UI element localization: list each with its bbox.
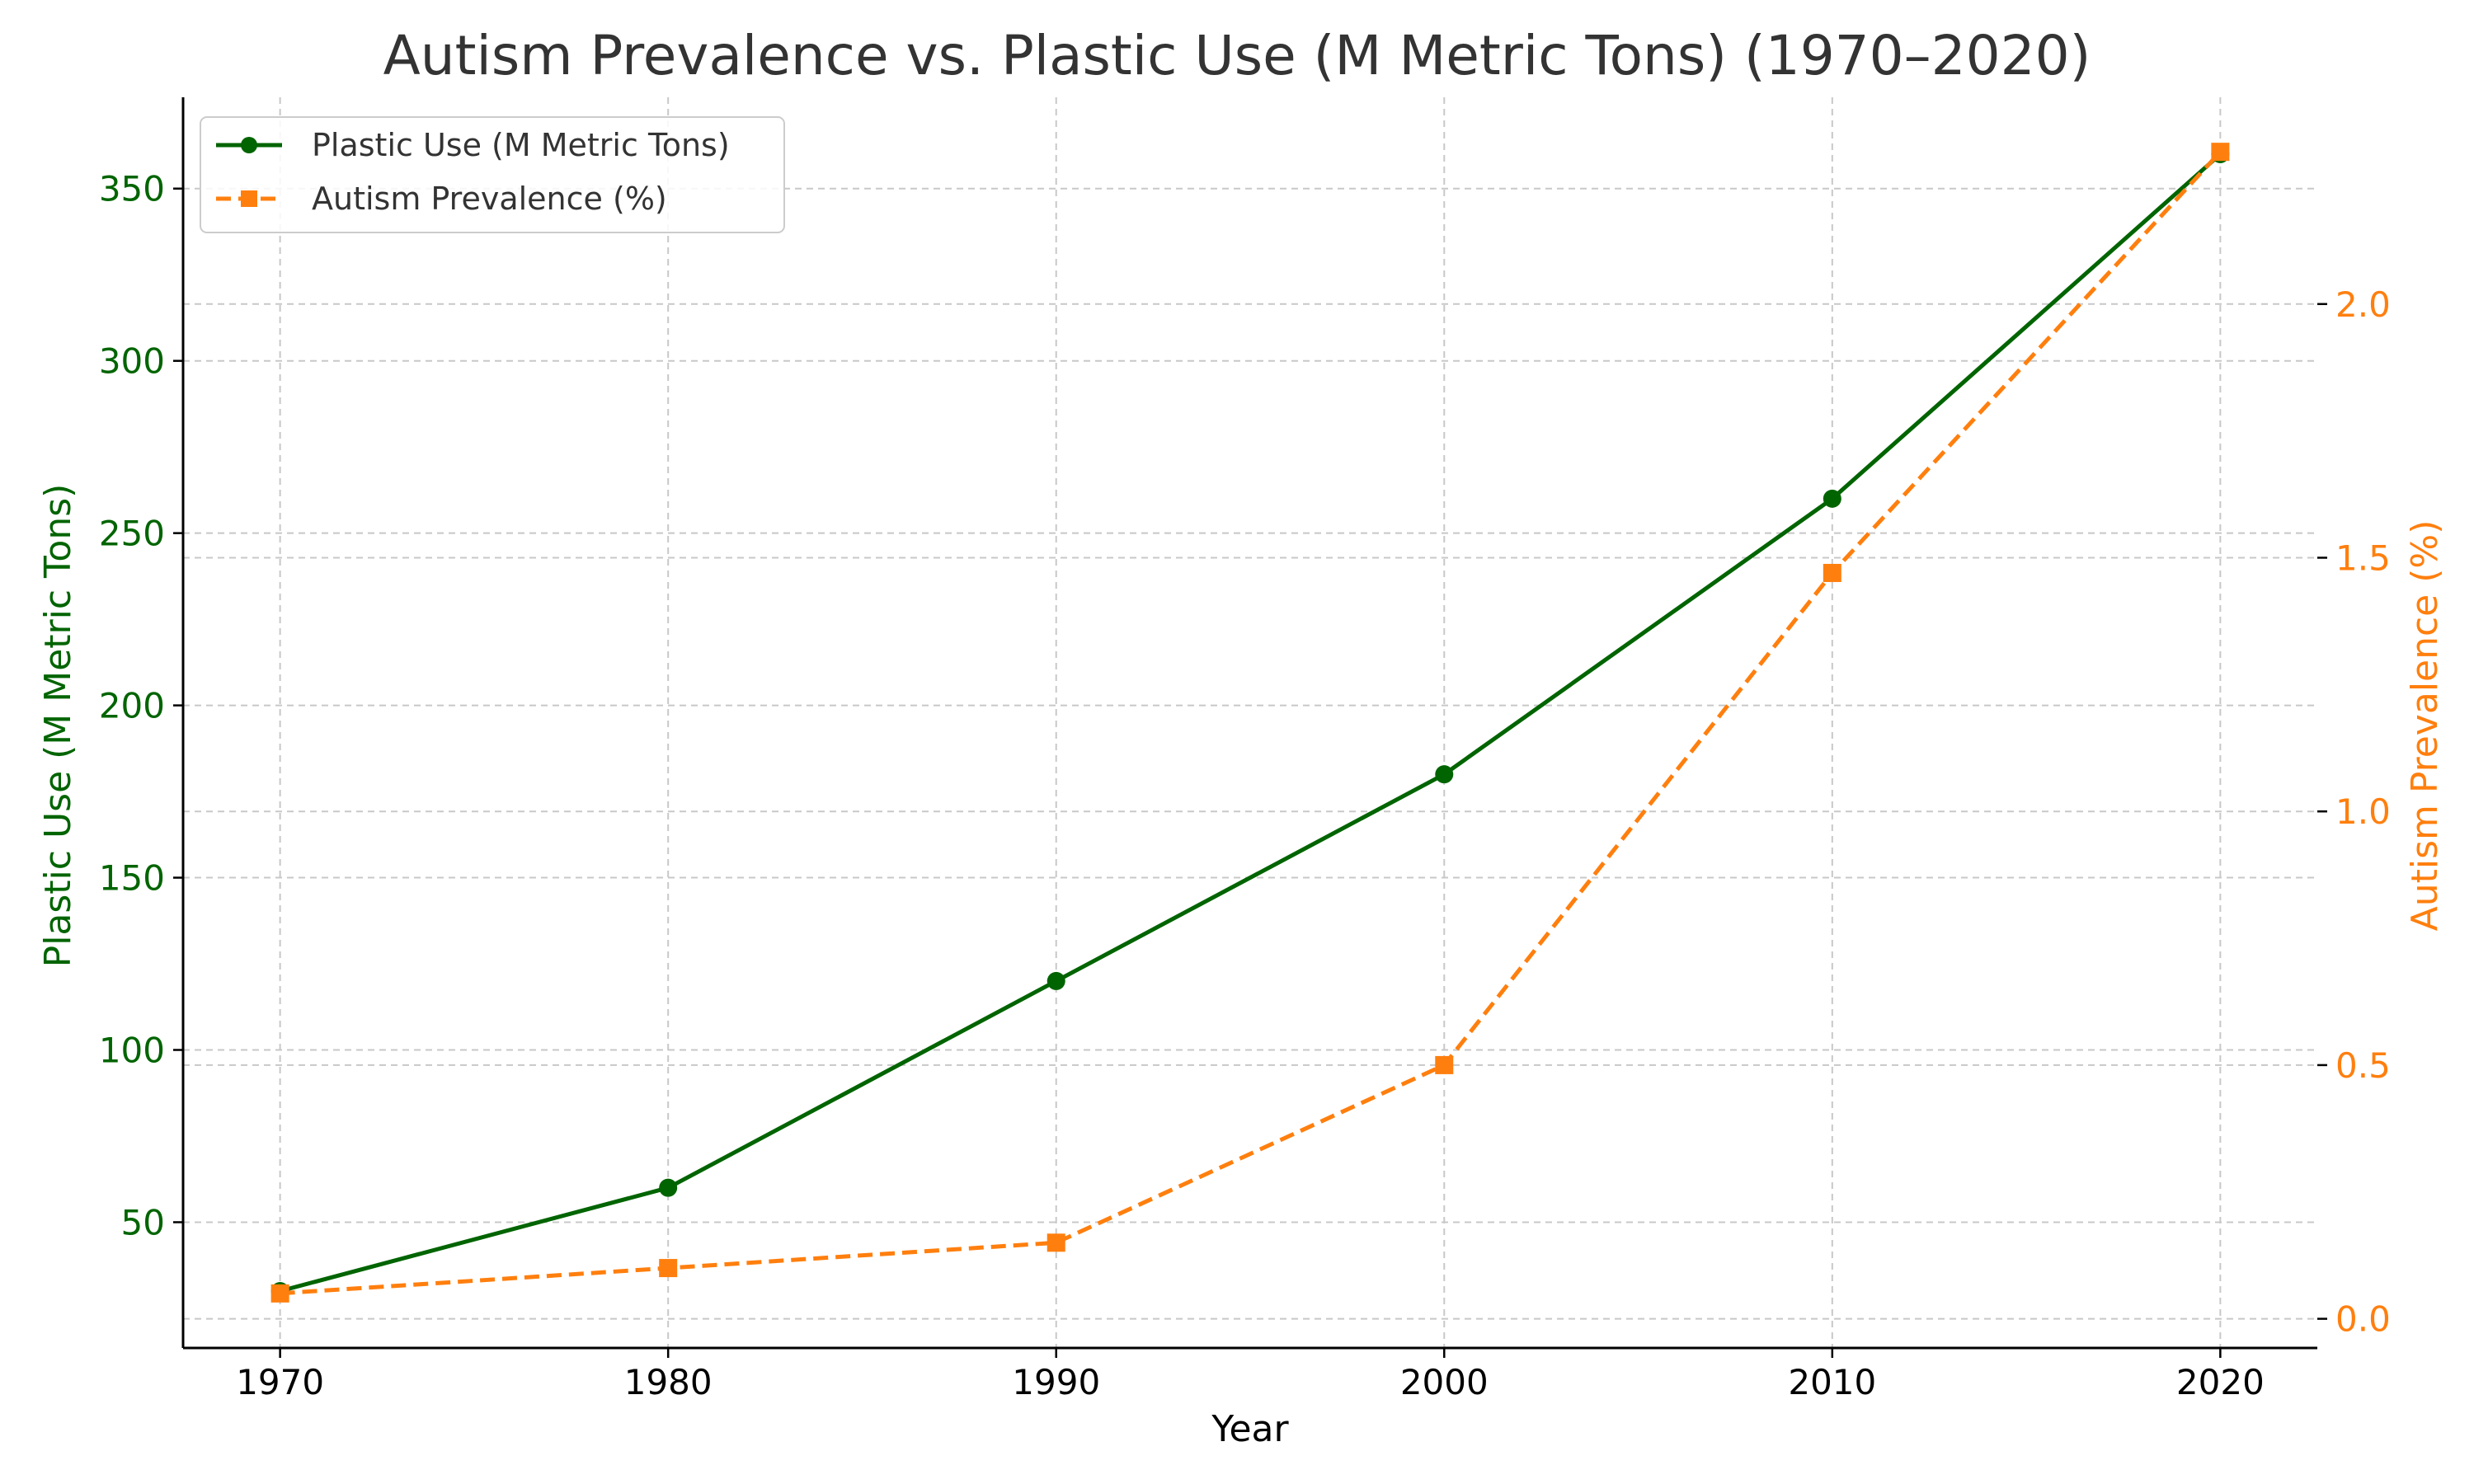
data-point bbox=[1435, 765, 1454, 784]
y-left-tick-label: 350 bbox=[99, 169, 165, 209]
legend-entry-plastic: Plastic Use (M Metric Tons) bbox=[216, 127, 730, 163]
y-right-tick-label: 0.0 bbox=[2335, 1299, 2391, 1340]
y-right-tick-label: 1.5 bbox=[2335, 538, 2391, 578]
data-series bbox=[270, 143, 2230, 1303]
y-right-tick-label: 1.0 bbox=[2335, 791, 2391, 832]
y-left-tick-label: 250 bbox=[99, 514, 165, 554]
y-right-tick-label: 2.0 bbox=[2335, 284, 2391, 325]
data-point bbox=[1047, 971, 1065, 990]
y-left-tick-label: 200 bbox=[99, 686, 165, 726]
right-axis-label: Autism Prevalence (%) bbox=[2404, 520, 2446, 932]
series-line-1 bbox=[280, 150, 2222, 1296]
x-tick-label: 1970 bbox=[236, 1362, 324, 1402]
y-left-tick-label: 100 bbox=[99, 1031, 165, 1071]
data-point bbox=[659, 1178, 678, 1197]
x-tick-label: 2020 bbox=[2176, 1362, 2265, 1402]
data-point bbox=[1435, 1055, 1454, 1074]
legend-box bbox=[200, 116, 785, 233]
tick-labels: 1970 1980 1990 2000 2010 2020 50 100 150 200 250 30… bbox=[99, 169, 2391, 1402]
legend-entry-autism: Autism Prevalence (%) bbox=[216, 181, 667, 217]
legend-label-plastic: Plastic Use (M Metric Tons) bbox=[312, 127, 730, 163]
data-point bbox=[270, 1284, 289, 1303]
chart-title: Autism Prevalence vs. Plastic Use (M Met… bbox=[383, 24, 2091, 87]
x-tick-label: 1990 bbox=[1012, 1362, 1100, 1402]
x-axis-label: Year bbox=[1211, 1408, 1289, 1450]
axes bbox=[173, 97, 2327, 1358]
data-point bbox=[1047, 1233, 1065, 1252]
legend: Plastic Use (M Metric Tons) Autism Preva… bbox=[200, 116, 785, 233]
grid-lines bbox=[183, 97, 2317, 1348]
series-line-0 bbox=[279, 153, 2222, 1294]
y-left-tick-label: 150 bbox=[99, 858, 165, 899]
x-tick-label: 2010 bbox=[1788, 1362, 1876, 1402]
x-tick-label: 1980 bbox=[624, 1362, 713, 1402]
data-point bbox=[659, 1259, 678, 1278]
x-tick-label: 2000 bbox=[1400, 1362, 1489, 1402]
y-right-tick-label: 0.5 bbox=[2335, 1045, 2391, 1086]
data-point bbox=[1823, 489, 1841, 508]
y-left-tick-label: 50 bbox=[121, 1202, 165, 1242]
y-left-tick-label: 300 bbox=[99, 341, 165, 382]
data-point bbox=[2211, 143, 2230, 162]
left-axis-label: Plastic Use (M Metric Tons) bbox=[37, 484, 79, 968]
data-point bbox=[1823, 563, 1841, 582]
legend-label-autism: Autism Prevalence (%) bbox=[312, 181, 667, 217]
legend-marker-autism bbox=[241, 190, 257, 207]
legend-marker-plastic bbox=[241, 137, 257, 153]
